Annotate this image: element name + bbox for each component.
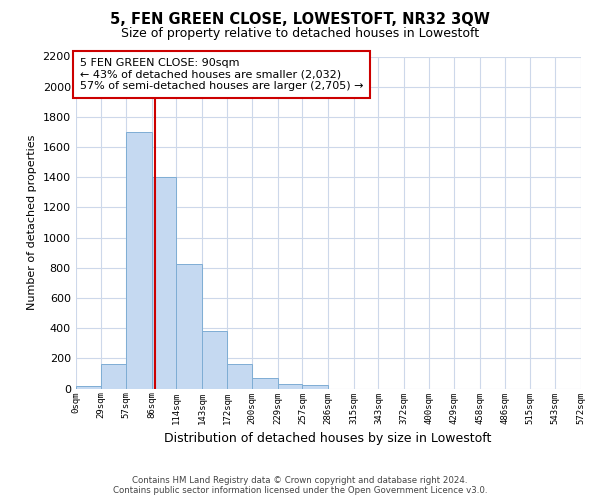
Bar bbox=[302, 385, 328, 388]
Bar bbox=[76, 386, 101, 388]
Bar bbox=[252, 378, 278, 388]
Bar bbox=[152, 178, 176, 388]
Bar bbox=[126, 132, 152, 388]
Text: 5 FEN GREEN CLOSE: 90sqm
← 43% of detached houses are smaller (2,032)
57% of sem: 5 FEN GREEN CLOSE: 90sqm ← 43% of detach… bbox=[80, 58, 364, 91]
Bar bbox=[202, 330, 227, 388]
Bar bbox=[227, 364, 252, 388]
Bar bbox=[101, 364, 126, 388]
Bar bbox=[176, 264, 202, 388]
Text: 5, FEN GREEN CLOSE, LOWESTOFT, NR32 3QW: 5, FEN GREEN CLOSE, LOWESTOFT, NR32 3QW bbox=[110, 12, 490, 28]
Bar bbox=[278, 384, 302, 388]
Text: Contains HM Land Registry data © Crown copyright and database right 2024.
Contai: Contains HM Land Registry data © Crown c… bbox=[113, 476, 487, 495]
Text: Size of property relative to detached houses in Lowestoft: Size of property relative to detached ho… bbox=[121, 28, 479, 40]
X-axis label: Distribution of detached houses by size in Lowestoft: Distribution of detached houses by size … bbox=[164, 432, 492, 445]
Y-axis label: Number of detached properties: Number of detached properties bbox=[27, 135, 37, 310]
